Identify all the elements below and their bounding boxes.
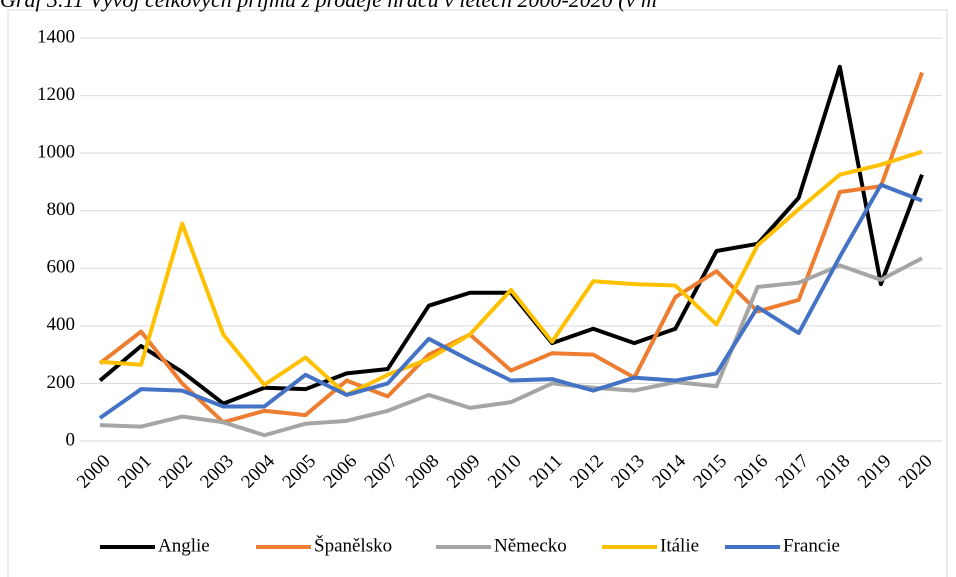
y-tick-label: 1200 [37,84,75,105]
x-tick-label: 2019 [854,451,896,493]
x-tick-label: 2002 [155,451,197,493]
x-tick-label: 2015 [689,451,731,493]
legend-label: Německo [494,535,567,556]
x-tick-label: 2000 [73,451,115,493]
chart-border [7,9,948,577]
x-tick-label: 2008 [402,451,444,493]
x-tick-label: 2014 [648,450,690,492]
series-line [98,71,924,425]
x-tick-label: 2018 [813,451,855,493]
series-line [99,256,923,438]
x-tick-label: 2013 [607,451,649,493]
series-line [98,64,924,406]
legend-label: Itálie [660,535,699,556]
series-line [98,182,923,420]
legend-label: Anglie [158,535,210,556]
x-tick-label: 2007 [361,451,403,493]
series-line [99,149,923,397]
y-tick-label: 400 [47,314,76,335]
legend-label: Španělsko [314,534,392,556]
x-tick-label: 2006 [319,451,361,493]
x-tick-label: 2016 [730,451,772,493]
x-tick-label: 2017 [772,451,814,493]
x-tick-label: 2010 [484,451,526,493]
x-tick-label: 2009 [443,451,485,493]
x-tick-label: 2012 [566,451,608,493]
legend-label: Francie [783,535,840,556]
x-tick-label: 2004 [237,450,279,492]
x-tick-label: 2003 [196,451,238,493]
y-tick-label: 1400 [37,26,75,47]
y-tick-label: 800 [47,199,76,220]
chart-title: Graf 3.11 Vývoj celkových příjmů z prode… [0,0,657,12]
x-tick-label: 2005 [278,451,320,493]
x-tick-label: 2020 [895,451,937,493]
x-tick-label: 2011 [525,451,566,492]
y-tick-label: 200 [47,372,76,393]
y-tick-label: 0 [66,429,76,450]
x-tick-label: 2001 [114,451,156,493]
y-tick-label: 600 [47,257,76,278]
y-tick-label: 1000 [37,142,75,163]
